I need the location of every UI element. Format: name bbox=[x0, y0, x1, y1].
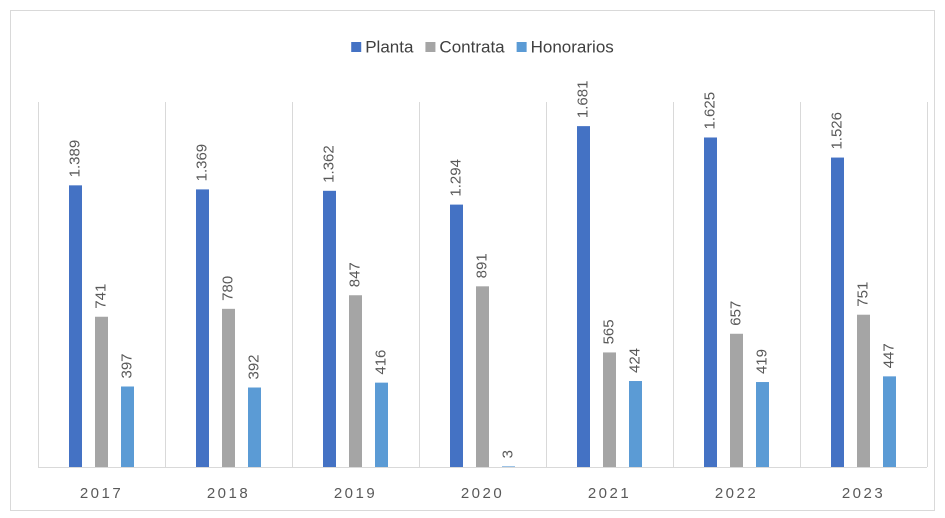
bar bbox=[450, 204, 463, 467]
bar bbox=[95, 316, 108, 467]
legend-swatch bbox=[425, 42, 436, 52]
data-label: 751 bbox=[854, 282, 871, 307]
data-label: 657 bbox=[727, 301, 744, 326]
bar bbox=[603, 352, 616, 467]
bar bbox=[857, 314, 870, 467]
bar bbox=[476, 286, 489, 467]
data-label: 741 bbox=[92, 284, 109, 309]
x-tick-label: 2023 bbox=[842, 485, 885, 502]
data-label: 392 bbox=[245, 354, 262, 379]
x-tick-label: 2020 bbox=[461, 485, 504, 502]
bar bbox=[121, 386, 134, 467]
data-label: 780 bbox=[219, 276, 236, 301]
data-label: 1.294 bbox=[447, 159, 464, 197]
data-label: 1.362 bbox=[320, 145, 337, 183]
data-label: 3 bbox=[499, 450, 516, 458]
data-label: 397 bbox=[118, 353, 135, 378]
data-label: 1.681 bbox=[574, 81, 591, 119]
data-label: 424 bbox=[626, 348, 643, 373]
bar bbox=[730, 333, 743, 467]
data-label: 1.369 bbox=[193, 144, 210, 182]
legend-swatch bbox=[516, 42, 527, 52]
bar bbox=[69, 185, 82, 467]
bar bbox=[323, 190, 336, 468]
bar bbox=[883, 376, 896, 467]
x-tick-label: 2018 bbox=[207, 485, 250, 502]
data-label: 891 bbox=[473, 253, 490, 278]
bar bbox=[629, 381, 642, 467]
bar bbox=[831, 157, 844, 468]
chart-frame bbox=[10, 10, 935, 511]
legend-label: Honorarios bbox=[531, 37, 614, 56]
data-label: 419 bbox=[753, 349, 770, 374]
bar bbox=[704, 137, 717, 467]
x-tick-label: 2022 bbox=[715, 485, 758, 502]
x-tick-label: 2017 bbox=[80, 485, 123, 502]
data-label: 847 bbox=[346, 262, 363, 287]
bar bbox=[248, 387, 261, 467]
legend-label: Contrata bbox=[439, 37, 505, 56]
x-tick-label: 2019 bbox=[334, 485, 377, 502]
x-tick-label: 2021 bbox=[588, 485, 631, 502]
data-label: 1.526 bbox=[828, 112, 845, 150]
data-label: 565 bbox=[600, 319, 617, 344]
bar bbox=[349, 295, 362, 467]
bar bbox=[502, 466, 515, 467]
bar bbox=[222, 308, 235, 467]
data-label: 1.625 bbox=[701, 92, 718, 130]
bar bbox=[756, 382, 769, 467]
bar bbox=[196, 189, 209, 467]
data-label: 447 bbox=[880, 343, 897, 368]
legend-label: Planta bbox=[365, 37, 414, 56]
data-label: 1.389 bbox=[66, 140, 83, 178]
legend-swatch bbox=[351, 42, 362, 52]
bar bbox=[375, 382, 388, 467]
data-label: 416 bbox=[372, 350, 389, 375]
bar bbox=[577, 126, 590, 467]
